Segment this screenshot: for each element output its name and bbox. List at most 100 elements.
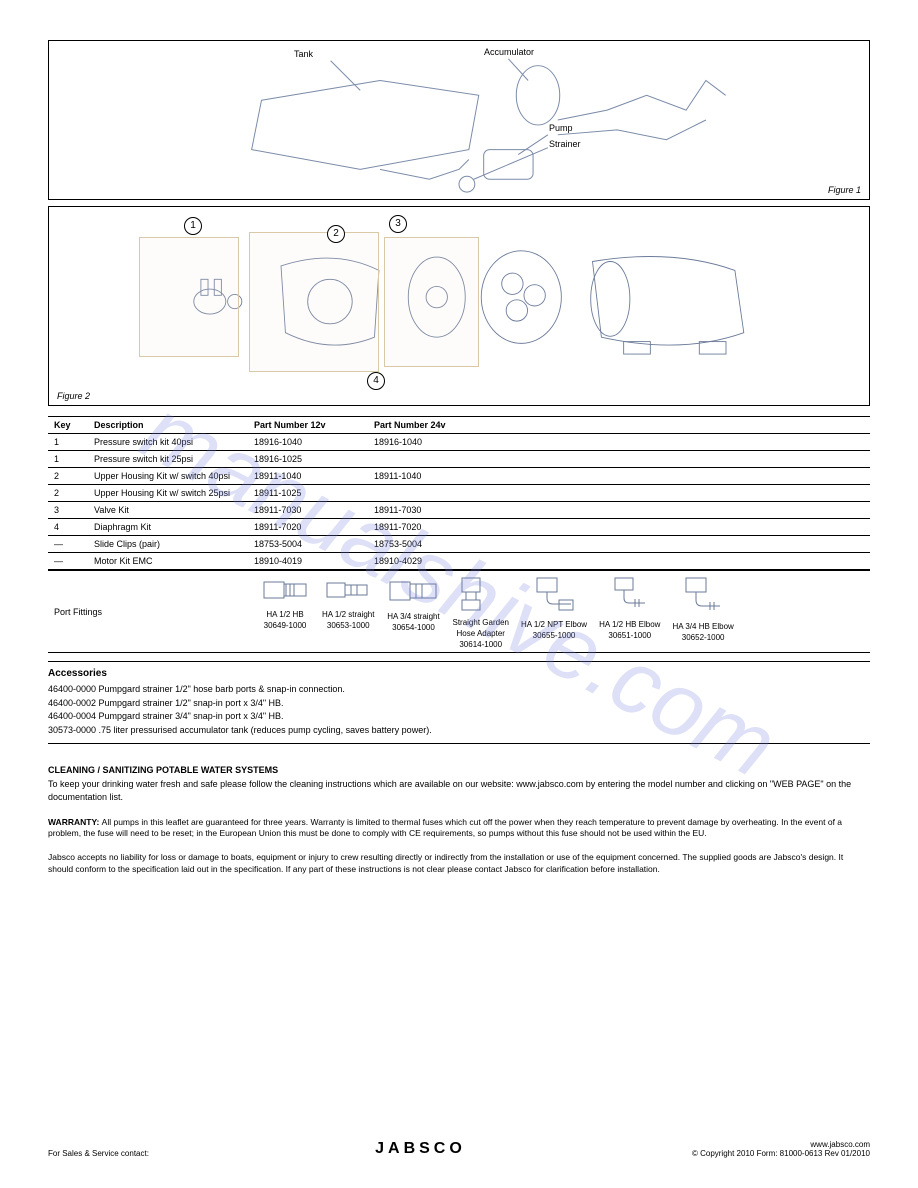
cell-desc: Diaphragm Kit xyxy=(88,519,248,536)
circle-4: 4 xyxy=(367,372,385,390)
cleaning-title: CLEANING / SANITIZING POTABLE WATER SYST… xyxy=(48,764,870,778)
cleaning-body: To keep your drinking water fresh and sa… xyxy=(48,778,870,805)
accessory-line: 46400-0004 Pumpgard strainer 3/4" snap-i… xyxy=(48,710,870,724)
fittings-row: Port Fittings HA 1/2 HB30649-1000HA 1/2 … xyxy=(48,571,870,653)
th-desc: Description xyxy=(88,417,248,434)
fitting-icon xyxy=(452,574,508,616)
fitting-label: 30652-1000 xyxy=(672,633,733,642)
table-row: 1Pressure switch kit 40psi18916-10401891… xyxy=(48,434,870,451)
cell-p12: 18911-1040 xyxy=(248,468,368,485)
cleaning-section: CLEANING / SANITIZING POTABLE WATER SYST… xyxy=(48,764,870,805)
warranty-title: WARRANTY: xyxy=(48,817,102,827)
cell-key: — xyxy=(48,553,88,570)
fitting-label: Straight Garden xyxy=(452,618,508,627)
footer-copyright: © Copyright 2010 Form: 81000-0613 Rev 01… xyxy=(692,1149,870,1158)
th-spacer xyxy=(488,417,870,434)
fitting-item: HA 3/4 straight 30654-1000 xyxy=(386,574,440,632)
cell-spacer xyxy=(488,434,870,451)
fitting-label: HA 1/2 HB xyxy=(260,610,310,619)
figure1-label-pump: Pump xyxy=(549,123,573,133)
table-row: —Slide Clips (pair)18753-500418753-5004 xyxy=(48,536,870,553)
figure1-label-accumulator: Accumulator xyxy=(484,47,534,57)
cell-p24: 18916-1040 xyxy=(368,434,488,451)
exploded-group-1 xyxy=(139,237,239,357)
cell-key: 2 xyxy=(48,468,88,485)
warranty-section: WARRANTY: All pumps in this leaflet are … xyxy=(48,817,870,841)
cell-spacer xyxy=(488,451,870,468)
cell-p12: 18911-1025 xyxy=(248,485,368,502)
cell-p24: 18753-5004 xyxy=(368,536,488,553)
cell-key: 3 xyxy=(48,502,88,519)
accessory-line: 46400-0002 Pumpgard strainer 1/2" snap-i… xyxy=(48,697,870,711)
fitting-item: HA 1/2 HB Elbow30651-1000 xyxy=(599,574,660,640)
cell-p12: 18916-1040 xyxy=(248,434,368,451)
cell-p24: 18910-4029 xyxy=(368,553,488,570)
fitting-icon xyxy=(521,574,587,618)
fitting-icon xyxy=(260,574,310,608)
cell-p24: 18911-7030 xyxy=(368,502,488,519)
figure2-caption: Figure 2 xyxy=(57,391,90,401)
accessories-box: Accessories 46400-0000 Pumpgard strainer… xyxy=(48,661,870,744)
fitting-item: Straight Garden Hose Adapter 30614-1000 xyxy=(452,574,508,649)
figure-1-box: Tank Accumulator Pump Strainer Figure 1 xyxy=(48,40,870,200)
accessory-line: 30573-0000 .75 liter pressurised accumul… xyxy=(48,724,870,738)
table-row: 4Diaphragm Kit18911-702018911-7020 xyxy=(48,519,870,536)
cell-key: 2 xyxy=(48,485,88,502)
cell-desc: Motor Kit EMC xyxy=(88,553,248,570)
cell-p24: 18911-1040 xyxy=(368,468,488,485)
footer-brand: JABSCO xyxy=(375,1140,466,1158)
fitting-label: HA 1/2 straight xyxy=(322,610,374,619)
fitting-label: 30614-1000 xyxy=(452,640,508,649)
table-row: 1Pressure switch kit 25psi18916-1025 xyxy=(48,451,870,468)
fitting-item: HA 3/4 HB Elbow30652-1000 xyxy=(672,574,733,642)
cell-desc: Upper Housing Kit w/ switch 40psi xyxy=(88,468,248,485)
fitting-item: HA 1/2 NPT Elbow 30655-1000 xyxy=(521,574,587,640)
cell-key: 1 xyxy=(48,434,88,451)
cell-p24: 18911-7020 xyxy=(368,519,488,536)
accessories-title: Accessories xyxy=(48,668,870,679)
cell-p24 xyxy=(368,451,488,468)
cell-spacer xyxy=(488,519,870,536)
cell-key: — xyxy=(48,536,88,553)
fitting-label: HA 1/2 NPT Elbow xyxy=(521,620,587,629)
cell-p12: 18911-7030 xyxy=(248,502,368,519)
table-row: 3Valve Kit18911-703018911-7030 xyxy=(48,502,870,519)
footer-left: For Sales & Service contact: xyxy=(48,1149,149,1158)
cell-spacer xyxy=(488,502,870,519)
fitting-label: 30649-1000 xyxy=(260,621,310,630)
cell-p24 xyxy=(368,485,488,502)
cell-spacer xyxy=(488,468,870,485)
table-row: —Motor Kit EMC18910-401918910-4029 xyxy=(48,553,870,570)
fitting-label: 30655-1000 xyxy=(521,631,587,640)
cell-p12: 18910-4019 xyxy=(248,553,368,570)
cell-p12: 18753-5004 xyxy=(248,536,368,553)
fitting-label: HA 3/4 straight xyxy=(386,612,440,621)
circle-3: 3 xyxy=(389,215,407,233)
fitting-icon xyxy=(599,574,660,618)
cell-desc: Slide Clips (pair) xyxy=(88,536,248,553)
cell-key: 1 xyxy=(48,451,88,468)
fitting-label: Hose Adapter xyxy=(452,629,508,638)
table-row: 2Upper Housing Kit w/ switch 25psi18911-… xyxy=(48,485,870,502)
table-row: 2Upper Housing Kit w/ switch 40psi18911-… xyxy=(48,468,870,485)
cell-spacer xyxy=(488,536,870,553)
cell-p12: 18911-7020 xyxy=(248,519,368,536)
fitting-item: HA 1/2 straight30653-1000 xyxy=(322,574,374,630)
cell-p12: 18916-1025 xyxy=(248,451,368,468)
figure1-caption: Figure 1 xyxy=(828,185,861,195)
exploded-group-3 xyxy=(384,237,479,367)
th-part12: Part Number 12v xyxy=(248,417,368,434)
figure1-label-strainer: Strainer xyxy=(549,139,581,149)
warranty-body1: All pumps in this leaflet are guaranteed… xyxy=(48,817,842,839)
cell-desc: Upper Housing Kit w/ switch 25psi xyxy=(88,485,248,502)
figure1-label-tank: Tank xyxy=(294,49,313,59)
fittings-table: Port Fittings HA 1/2 HB30649-1000HA 1/2 … xyxy=(48,570,870,653)
figure-1-svg xyxy=(49,41,869,199)
cell-key: 4 xyxy=(48,519,88,536)
fitting-item: HA 1/2 HB 30649-1000 xyxy=(260,574,310,630)
fitting-label: 30654-1000 xyxy=(386,623,440,632)
footer-url: www.jabsco.com xyxy=(692,1140,870,1149)
disclaimer-2: Jabsco accepts no liability for loss or … xyxy=(48,852,870,876)
cell-desc: Valve Kit xyxy=(88,502,248,519)
circle-2: 2 xyxy=(327,225,345,243)
